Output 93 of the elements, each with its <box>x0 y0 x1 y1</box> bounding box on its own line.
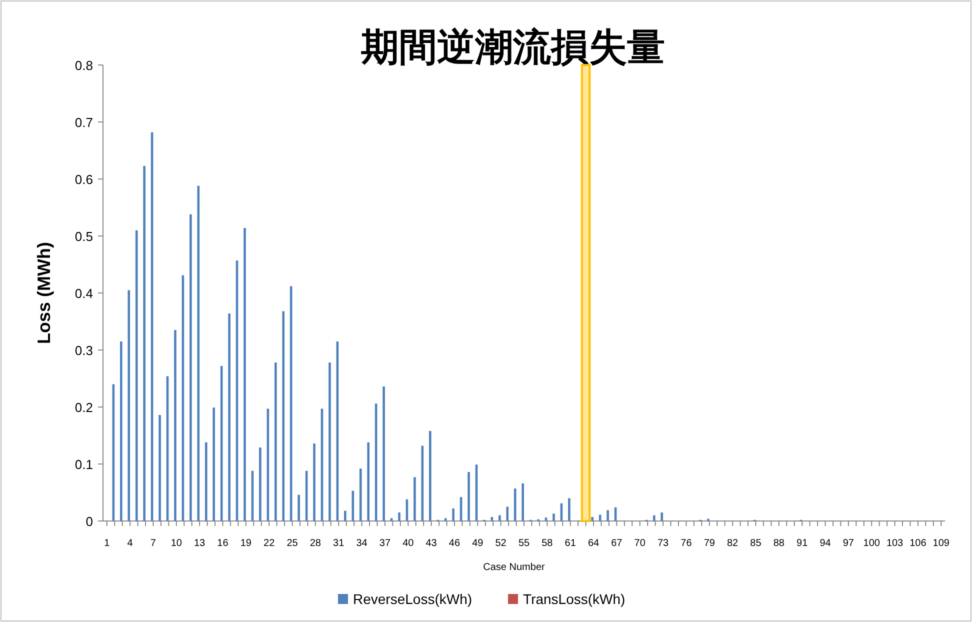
bar <box>653 515 656 521</box>
y-tick-label: 0.1 <box>74 457 93 472</box>
bar <box>143 166 146 521</box>
bar <box>398 512 400 521</box>
bar <box>228 314 230 521</box>
x-tick-label: 70 <box>634 538 646 549</box>
x-tick-label: 61 <box>564 538 576 549</box>
x-tick-label: 85 <box>750 538 762 549</box>
x-tick-label: 109 <box>932 538 950 549</box>
bar <box>290 286 292 521</box>
bar <box>274 362 277 521</box>
x-axis-title: Case Number <box>483 562 546 573</box>
bar <box>298 494 300 521</box>
bar <box>428 430 432 521</box>
x-tick-label: 79 <box>704 538 716 549</box>
bar <box>120 341 122 521</box>
bar <box>552 514 555 521</box>
y-axis-title: Loss (MWh) <box>34 242 54 344</box>
y-tick-label: 0.3 <box>74 343 93 358</box>
bar <box>212 408 216 521</box>
bar <box>606 510 609 521</box>
bar <box>414 477 416 521</box>
x-tick-label: 64 <box>588 538 600 549</box>
y-tick-label: 0.2 <box>74 400 93 415</box>
bar <box>591 517 594 521</box>
bar <box>390 518 393 521</box>
bar <box>382 386 385 521</box>
y-tick-label: 0.7 <box>74 115 93 130</box>
y-tick-label: 0.8 <box>74 58 93 73</box>
x-tick-label: 40 <box>402 538 414 549</box>
x-tick-label: 37 <box>379 538 391 549</box>
bar <box>514 488 516 521</box>
y-tick-label: 0 <box>86 514 93 529</box>
bar <box>328 362 331 521</box>
x-tick-label: 4 <box>127 538 134 549</box>
x-tick-label: 73 <box>657 538 670 549</box>
bar <box>244 228 246 521</box>
x-tick-label: 91 <box>796 538 808 549</box>
legend-label: ReverseLoss(kWh) <box>353 591 472 607</box>
y-tick-label: 0.4 <box>74 286 93 301</box>
x-tick-label: 106 <box>910 538 927 549</box>
bar <box>568 498 570 521</box>
x-tick-label: 1 <box>104 538 110 549</box>
x-tick-label: 103 <box>886 538 904 549</box>
x-tick-label: 94 <box>820 538 832 549</box>
x-tick-label: 16 <box>217 538 229 549</box>
bar <box>452 508 454 521</box>
x-tick-label: 49 <box>472 538 484 549</box>
bar <box>197 186 200 521</box>
y-tick-label: 0.6 <box>74 172 93 187</box>
bar <box>174 330 176 521</box>
bar <box>367 442 370 521</box>
x-tick-label: 25 <box>286 538 298 549</box>
x-tick-label: 76 <box>680 538 692 549</box>
chart-title: 期間逆潮流損失量 <box>360 26 665 69</box>
x-tick-label: 31 <box>333 538 345 549</box>
x-tick-label: 22 <box>264 538 276 549</box>
x-tick-label: 43 <box>426 538 438 549</box>
x-tick-label: 10 <box>170 538 182 549</box>
bar <box>344 510 346 521</box>
x-tick-label: 55 <box>518 538 530 549</box>
y-tick-label: 0.5 <box>74 229 93 244</box>
x-tick-label: 28 <box>310 538 322 549</box>
x-tick-label: 7 <box>150 538 156 549</box>
bar <box>135 230 138 521</box>
bar <box>359 468 362 521</box>
bar <box>468 472 470 521</box>
bar <box>444 518 447 521</box>
bar <box>522 483 524 521</box>
x-tick-label: 52 <box>495 538 507 549</box>
bar <box>128 290 130 521</box>
bar <box>352 490 354 521</box>
x-tick-label: 13 <box>194 538 206 549</box>
x-tick-label: 19 <box>240 538 252 549</box>
bar <box>259 447 262 521</box>
bar <box>282 311 285 521</box>
x-tick-label: 82 <box>727 538 739 549</box>
bar <box>190 214 192 521</box>
bar <box>598 514 602 521</box>
bar <box>506 506 509 521</box>
bar <box>158 414 161 521</box>
legend-label: TransLoss(kWh) <box>523 591 626 607</box>
bar <box>313 443 316 521</box>
bar <box>204 442 208 521</box>
x-tick-label: 88 <box>773 538 785 549</box>
x-tick-label: 100 <box>863 538 880 549</box>
bar <box>498 515 501 521</box>
bar <box>660 512 664 521</box>
x-tick-label: 97 <box>842 538 854 549</box>
x-tick-label: 46 <box>448 538 460 549</box>
x-tick-label: 58 <box>542 538 554 549</box>
x-tick-label: 67 <box>611 538 623 549</box>
x-tick-label: 34 <box>356 538 368 549</box>
